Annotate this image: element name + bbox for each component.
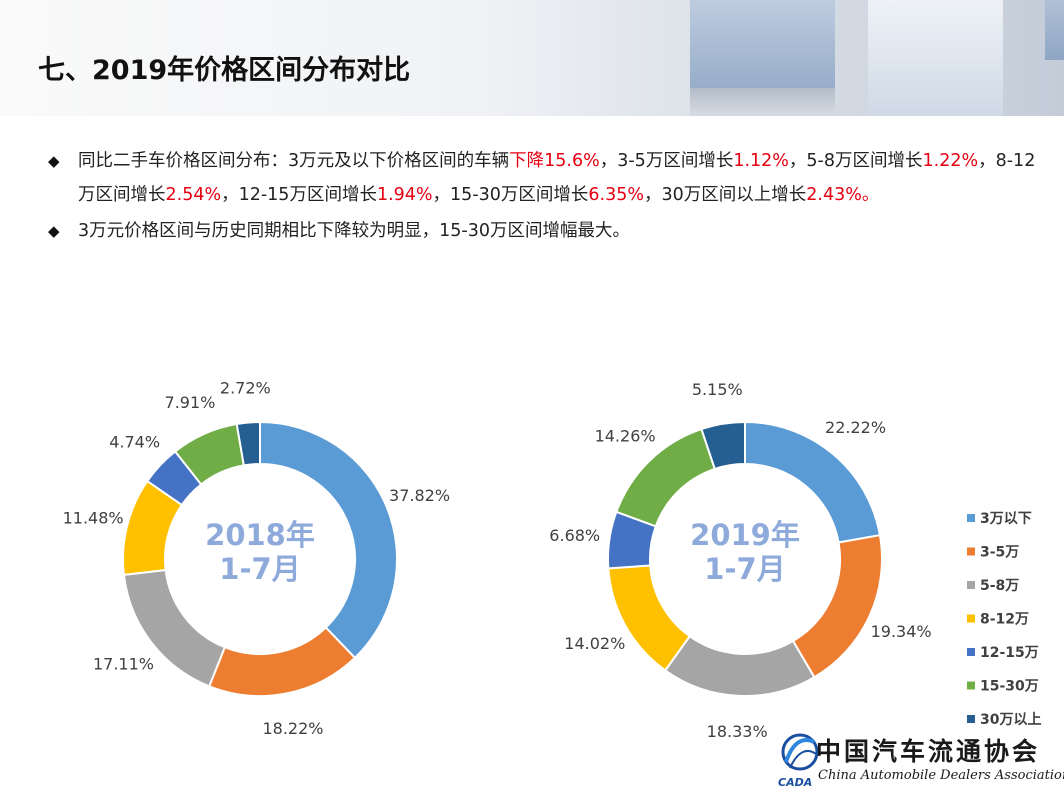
chart-center-label: 1-7月 bbox=[704, 552, 785, 586]
donut-slice bbox=[700, 420, 746, 471]
page-title: 七、2019年价格区间分布对比 bbox=[38, 55, 411, 86]
bullet-text: 同比二手车价格区间分布：3万元及以下价格区间的车辆下降15.6%，3-5万区间增… bbox=[78, 151, 1035, 205]
legend-swatch bbox=[967, 715, 975, 723]
text-segment: 3万元价格区间与历史同期相比下降较为明显，15-30万区间增幅最大。 bbox=[78, 221, 630, 241]
decorative-cube-shadow bbox=[690, 88, 835, 116]
text-segment: ，12-15万区间增长 bbox=[221, 185, 377, 205]
donut-chart-1: 22.22% 19.34% 18.33% 14.02% 6.68% 14.26% 5.15%… bbox=[549, 380, 931, 741]
decorative-cube bbox=[1045, 0, 1064, 60]
data-label: 6.68% bbox=[549, 526, 600, 545]
data-label: 22.22% bbox=[825, 418, 886, 437]
chart-center-label: 2018年 bbox=[205, 518, 315, 552]
bullet-item: ◆ 同比二手车价格区间分布：3万元及以下价格区间的车辆下降15.6%，3-5万区… bbox=[48, 144, 1038, 212]
diamond-bullet-icon: ◆ bbox=[48, 152, 60, 170]
logo-name-en: China Automobile Dealers Association bbox=[818, 768, 1064, 783]
data-label: 14.02% bbox=[564, 634, 625, 653]
bullet-item: ◆ 3万元价格区间与历史同期相比下降较为明显，15-30万区间增幅最大。 bbox=[48, 214, 1038, 248]
text-segment: ，5-8万区间增长 bbox=[788, 151, 923, 171]
data-label: 18.33% bbox=[707, 722, 768, 741]
highlighted-value: 1.12% bbox=[733, 151, 789, 171]
cada-emblem-icon bbox=[781, 733, 819, 771]
highlighted-value: 2.54% bbox=[165, 185, 222, 205]
highlighted-value: 下降15.6% bbox=[509, 151, 600, 171]
chart-legend: 3万以下 3-5万 5-8万 8-12万 12-15万 15-30万 30万以上 bbox=[967, 511, 1041, 728]
legend-label: 15-30万 bbox=[980, 679, 1039, 695]
text-segment: ，15-30万区间增长 bbox=[432, 185, 589, 205]
legend-swatch bbox=[967, 514, 975, 522]
legend-label: 5-8万 bbox=[980, 578, 1019, 594]
legend-label: 8-12万 bbox=[980, 612, 1029, 628]
data-label: 19.34% bbox=[871, 622, 932, 641]
donut-slice bbox=[663, 634, 816, 697]
text-segment: ，8-12万区间增长 bbox=[78, 151, 1036, 205]
diamond-bullet-icon: ◆ bbox=[48, 222, 60, 240]
data-label: 11.48% bbox=[63, 508, 124, 527]
highlighted-value: 2.43%。 bbox=[806, 185, 880, 205]
donut-slice bbox=[791, 534, 883, 679]
donut-slice bbox=[207, 626, 357, 697]
bullet-list: ◆ 同比二手车价格区间分布：3万元及以下价格区间的车辆下降15.6%，3-5万区… bbox=[48, 144, 1038, 248]
highlighted-value: 1.22% bbox=[922, 151, 979, 171]
decorative-cube bbox=[690, 0, 835, 90]
legend-label: 3万以下 bbox=[980, 511, 1032, 527]
data-label: 2.72% bbox=[220, 379, 271, 398]
legend-swatch bbox=[967, 681, 975, 690]
text-segment: 同比二手车价格区间分布：3万元及以下价格区间的车辆 bbox=[78, 151, 510, 171]
data-label: 5.15% bbox=[692, 380, 743, 399]
header-banner: 七、2019年价格区间分布对比 bbox=[0, 0, 1064, 116]
cada-logo: CADA 中国汽车流通协会 China Automobile Dealers A… bbox=[778, 728, 1064, 794]
data-label: 7.91% bbox=[165, 393, 216, 412]
data-label: 17.11% bbox=[93, 655, 154, 674]
highlighted-value: 6.35% bbox=[588, 185, 644, 205]
legend-swatch bbox=[967, 547, 975, 556]
bullet-text: 3万元价格区间与历史同期相比下降较为明显，15-30万区间增幅最大。 bbox=[78, 221, 630, 241]
text-segment: ，3-5万区间增长 bbox=[599, 151, 734, 171]
data-label: 14.26% bbox=[595, 427, 656, 446]
data-label: 4.74% bbox=[109, 432, 160, 451]
highlighted-value: 1.94% bbox=[376, 185, 433, 205]
text-segment: ，30万区间以上增长 bbox=[644, 185, 807, 205]
chart-center-label: 2019年 bbox=[690, 518, 800, 552]
legend-swatch bbox=[967, 614, 975, 623]
legend-swatch bbox=[967, 648, 975, 656]
donut-slice bbox=[235, 420, 261, 467]
logo-abbreviation: CADA bbox=[778, 776, 813, 789]
donut-chart-0: 37.82% 18.22% 17.11% 11.48% 4.74% 7.91%2.72% 2… bbox=[63, 379, 450, 738]
legend-label: 12-15万 bbox=[980, 645, 1039, 661]
donut-slice bbox=[607, 564, 692, 672]
chart-center-label: 1-7月 bbox=[219, 552, 300, 586]
data-label: 37.82% bbox=[389, 486, 450, 505]
legend-label: 3-5万 bbox=[980, 545, 1019, 561]
donut-slice bbox=[259, 420, 398, 660]
data-label: 18.22% bbox=[262, 719, 323, 738]
logo-name-cn: 中国汽车流通协会 bbox=[816, 737, 1041, 766]
legend-label: 30万以上 bbox=[980, 712, 1041, 728]
legend-swatch bbox=[967, 581, 975, 589]
decorative-cube bbox=[868, 0, 1003, 116]
